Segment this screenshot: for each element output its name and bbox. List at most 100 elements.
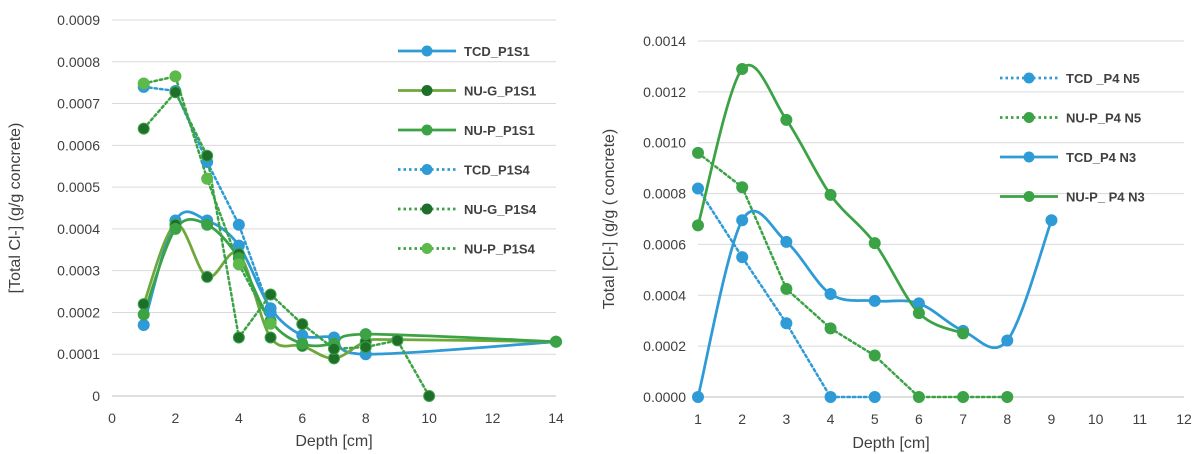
legend-swatch-marker bbox=[421, 124, 433, 136]
legend-swatch-marker bbox=[421, 164, 433, 175]
data-point bbox=[169, 86, 182, 99]
data-point bbox=[201, 149, 214, 162]
data-point bbox=[137, 122, 150, 135]
x-tick-label: 12 bbox=[1176, 411, 1192, 427]
data-point bbox=[137, 318, 150, 331]
x-tick-label: 10 bbox=[1088, 411, 1104, 427]
series-line bbox=[696, 64, 965, 335]
data-point bbox=[137, 308, 150, 321]
legend-swatch-marker bbox=[1023, 112, 1035, 123]
x-tick-label: 7 bbox=[959, 411, 967, 427]
data-point bbox=[359, 328, 372, 341]
data-point bbox=[912, 307, 925, 320]
data-point bbox=[868, 294, 881, 307]
y-axis-label: Total [Cl-] (g/g ( concrete) bbox=[601, 129, 618, 310]
x-tick-label: 6 bbox=[298, 410, 306, 426]
legend-swatch-marker bbox=[421, 85, 433, 96]
x-axis-label: Depth [cm] bbox=[852, 435, 929, 452]
data-point bbox=[201, 172, 214, 185]
data-point bbox=[736, 251, 749, 264]
legend-label: NU-P_P1S1 bbox=[464, 123, 535, 138]
y-axis-label: [Total Cl-] (g/g concrete) bbox=[7, 123, 24, 294]
x-tick-label: 14 bbox=[548, 410, 564, 426]
y-tick-label: 0.0000 bbox=[643, 389, 686, 405]
y-tick-label: 0.0003 bbox=[57, 263, 100, 279]
y-tick-label: 0.0006 bbox=[57, 137, 100, 153]
x-tick-label: 2 bbox=[738, 411, 746, 427]
data-point bbox=[264, 331, 277, 344]
legend-swatch-marker bbox=[421, 45, 433, 57]
data-point bbox=[824, 288, 837, 301]
legend-label: NU-P_ P4 N3 bbox=[1066, 190, 1145, 205]
x-tick-label: 6 bbox=[915, 411, 923, 427]
data-point bbox=[264, 306, 277, 319]
y-tick-label: 0.0008 bbox=[57, 54, 100, 70]
data-point bbox=[736, 181, 749, 194]
y-tick-label: 0.0007 bbox=[57, 96, 100, 112]
y-tick-label: 0.0006 bbox=[643, 236, 686, 252]
data-point bbox=[232, 218, 245, 231]
data-point bbox=[137, 298, 150, 311]
data-point bbox=[868, 391, 881, 403]
data-point bbox=[423, 390, 436, 402]
data-point bbox=[957, 327, 970, 340]
y-tick-label: 0.0009 bbox=[57, 12, 100, 28]
y-tick-label: 0 bbox=[92, 388, 100, 404]
chart-right: 0.0000 0.0002 0.0004 0.0006 0.0008 0.0010 0.00… bbox=[601, 33, 1192, 452]
data-point bbox=[264, 317, 277, 330]
data-point bbox=[824, 322, 837, 335]
legend-swatch-marker bbox=[1023, 72, 1035, 84]
y-tick-label: 0.0002 bbox=[57, 304, 100, 320]
data-point bbox=[201, 218, 214, 231]
data-point bbox=[550, 335, 562, 348]
data-point bbox=[868, 237, 881, 250]
y-tick-label: 0.0008 bbox=[643, 186, 686, 202]
x-tick-label: 10 bbox=[421, 410, 437, 426]
data-point bbox=[868, 349, 881, 362]
x-tick-label: 4 bbox=[235, 410, 243, 426]
legend-label: TCD_P1S1 bbox=[464, 44, 530, 59]
series-line bbox=[142, 210, 558, 356]
data-point bbox=[232, 331, 245, 344]
data-point bbox=[169, 222, 182, 235]
x-tick-label: 8 bbox=[362, 410, 370, 426]
data-point bbox=[137, 77, 150, 90]
data-point bbox=[1001, 334, 1014, 347]
x-tick-label: 11 bbox=[1133, 411, 1148, 427]
x-tick-label: 1 bbox=[694, 411, 702, 427]
y-tick-label: 0.0004 bbox=[643, 287, 686, 303]
legend-label: TCD_P4 N3 bbox=[1066, 150, 1136, 165]
legend-label: TCD _P4 N5 bbox=[1066, 71, 1140, 86]
data-point bbox=[359, 341, 372, 354]
legend-swatch-marker bbox=[1023, 151, 1035, 163]
data-point bbox=[912, 391, 925, 403]
data-point bbox=[780, 113, 793, 126]
x-tick-label: 12 bbox=[485, 410, 501, 426]
legend-swatch-marker bbox=[421, 203, 433, 215]
x-tick-label: 0 bbox=[108, 410, 116, 426]
legend-swatch-marker bbox=[421, 243, 433, 254]
legend-label: NU-P_P4 N5 bbox=[1066, 111, 1141, 126]
y-tick-label: 0.0010 bbox=[643, 135, 686, 151]
data-point bbox=[1045, 214, 1058, 227]
data-point bbox=[957, 391, 970, 403]
series-line bbox=[696, 151, 1009, 399]
x-tick-label: 2 bbox=[172, 410, 180, 426]
data-point bbox=[232, 258, 245, 271]
series-line bbox=[142, 223, 558, 360]
data-point bbox=[1001, 391, 1014, 403]
y-tick-label: 0.0005 bbox=[57, 179, 100, 195]
data-point bbox=[296, 318, 309, 331]
series-line bbox=[142, 90, 431, 398]
x-tick-label: 3 bbox=[782, 411, 790, 427]
x-axis-label: Depth [cm] bbox=[295, 433, 372, 450]
x-tick-label: 8 bbox=[1003, 411, 1011, 427]
legend-label: NU-P_P1S4 bbox=[464, 242, 536, 257]
y-tick-label: 0.0014 bbox=[643, 33, 686, 49]
data-point bbox=[692, 391, 704, 403]
data-point bbox=[692, 146, 704, 159]
data-point bbox=[169, 70, 182, 83]
data-point bbox=[391, 334, 404, 347]
data-point bbox=[264, 288, 277, 301]
